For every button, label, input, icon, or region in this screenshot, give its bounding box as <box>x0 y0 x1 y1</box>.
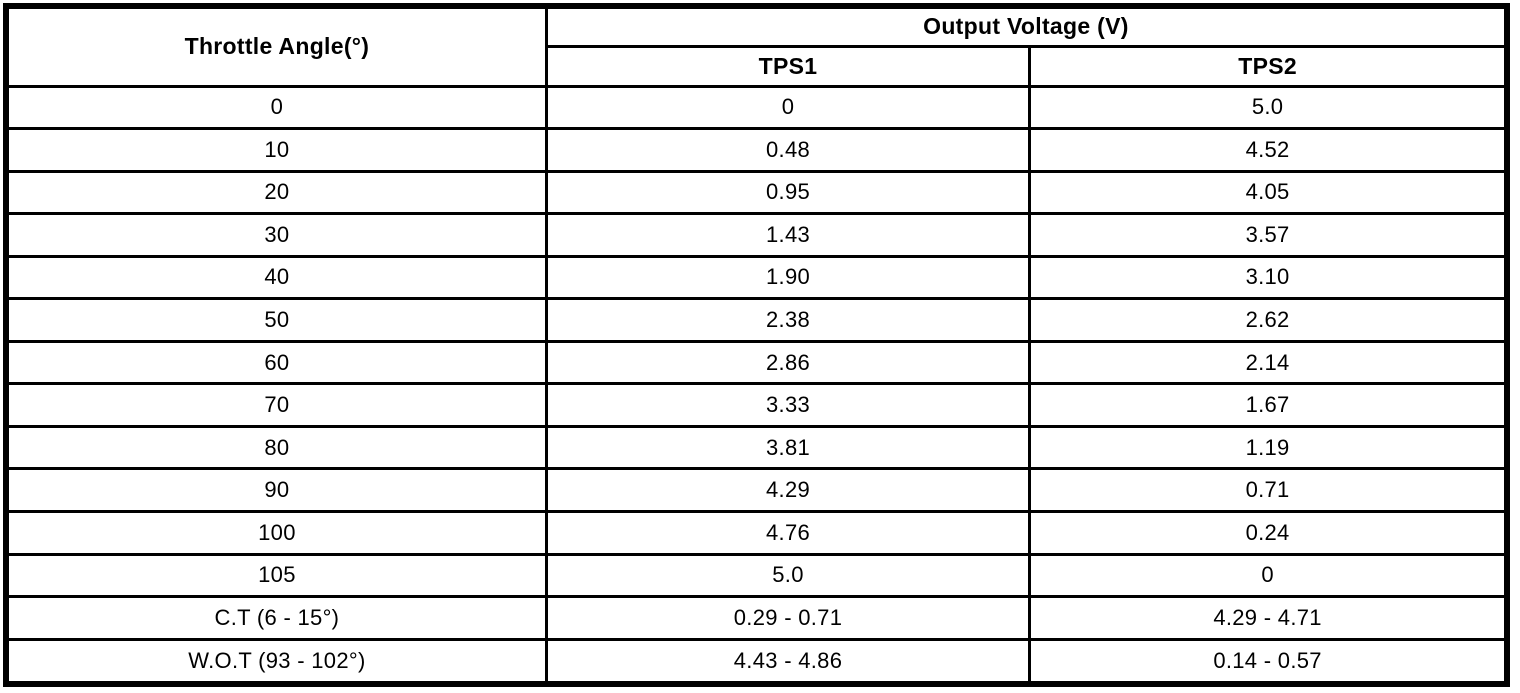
tps2-cell: 3.10 <box>1028 254 1509 301</box>
table-row: 80 3.81 1.19 <box>4 424 1509 471</box>
angle-cell: 90 <box>4 467 548 513</box>
angle-cell: 105 <box>4 552 548 599</box>
angle-cell: 20 <box>4 169 548 216</box>
tps1-cell: 4.43 - 4.86 <box>544 637 1032 686</box>
angle-cell: 30 <box>4 212 548 258</box>
angle-cell: 100 <box>4 509 548 556</box>
angle-cell: 0 <box>4 84 548 131</box>
tps1-cell: 2.38 <box>544 297 1032 343</box>
tps2-cell: 0.14 - 0.57 <box>1028 637 1509 686</box>
tps-output-voltage-table: Throttle Angle(°) Output Voltage (V) TPS… <box>3 3 1510 687</box>
header-row-group: Throttle Angle(°) Output Voltage (V) <box>4 4 1509 88</box>
tps2-cell: 1.67 <box>1028 382 1509 428</box>
table-row: W.O.T (93 - 102°) 4.43 - 4.86 0.14 - 0.5… <box>4 637 1509 686</box>
tps2-cell: 2.62 <box>1028 297 1509 343</box>
tps1-cell: 1.90 <box>544 254 1032 301</box>
tps1-cell: 3.81 <box>544 424 1032 471</box>
table-header: Throttle Angle(°) Output Voltage (V) TPS… <box>4 4 1509 88</box>
tps1-cell: 0.29 - 0.71 <box>544 595 1032 641</box>
table-row: 100 4.76 0.24 <box>4 509 1509 556</box>
table-row: 20 0.95 4.05 <box>4 169 1509 216</box>
tps2-cell: 0.71 <box>1028 467 1509 513</box>
tps2-cell: 1.19 <box>1028 424 1509 471</box>
tps2-cell: 4.29 - 4.71 <box>1028 595 1509 641</box>
tps1-cell: 0.95 <box>544 169 1032 216</box>
table-row: 70 3.33 1.67 <box>4 382 1509 428</box>
table-body: 0 0 5.0 10 0.48 4.52 20 0.95 4.05 30 1.4… <box>4 84 1509 686</box>
header-row-sub: TPS1 TPS2 <box>6 44 1509 88</box>
table-row: 60 2.86 2.14 <box>4 339 1509 386</box>
table-row: 105 5.0 0 <box>4 552 1509 599</box>
angle-cell: 50 <box>4 297 548 343</box>
angle-cell: W.O.T (93 - 102°) <box>4 637 548 686</box>
tps1-cell: 4.76 <box>544 509 1032 556</box>
angle-cell: C.T (6 - 15°) <box>4 595 548 641</box>
table-row: C.T (6 - 15°) 0.29 - 0.71 4.29 - 4.71 <box>4 595 1509 641</box>
tps1-cell: 4.29 <box>544 467 1032 513</box>
throttle-angle-header: Throttle Angle(°) <box>4 4 548 88</box>
tps2-cell: 5.0 <box>1028 84 1509 131</box>
angle-cell: 60 <box>4 339 548 386</box>
tps1-cell: 5.0 <box>544 552 1032 599</box>
angle-cell: 80 <box>4 424 548 471</box>
tps2-cell: 0 <box>1028 552 1509 599</box>
tps1-cell: 3.33 <box>544 382 1032 428</box>
tps2-cell: 0.24 <box>1028 509 1509 556</box>
output-voltage-header: Output Voltage (V) <box>544 4 1509 48</box>
angle-cell: 10 <box>4 127 548 173</box>
tps1-cell: 2.86 <box>544 339 1032 386</box>
table-row: 30 1.43 3.57 <box>4 212 1509 258</box>
tps1-cell: 0 <box>544 84 1032 131</box>
angle-cell: 40 <box>4 254 548 301</box>
tps2-header: TPS2 <box>1028 44 1509 88</box>
table-row: 0 0 5.0 <box>4 84 1509 131</box>
tps2-cell: 2.14 <box>1028 339 1509 386</box>
tps2-cell: 4.05 <box>1028 169 1509 216</box>
tps1-cell: 0.48 <box>544 127 1032 173</box>
table-row: 40 1.90 3.10 <box>4 254 1509 301</box>
tps1-cell: 1.43 <box>544 212 1032 258</box>
tps2-cell: 4.52 <box>1028 127 1509 173</box>
tps2-cell: 3.57 <box>1028 212 1509 258</box>
tps1-header: TPS1 <box>544 44 1032 88</box>
table-row: 50 2.38 2.62 <box>4 297 1509 343</box>
table-row: 90 4.29 0.71 <box>4 467 1509 513</box>
angle-cell: 70 <box>4 382 548 428</box>
table-row: 10 0.48 4.52 <box>4 127 1509 173</box>
